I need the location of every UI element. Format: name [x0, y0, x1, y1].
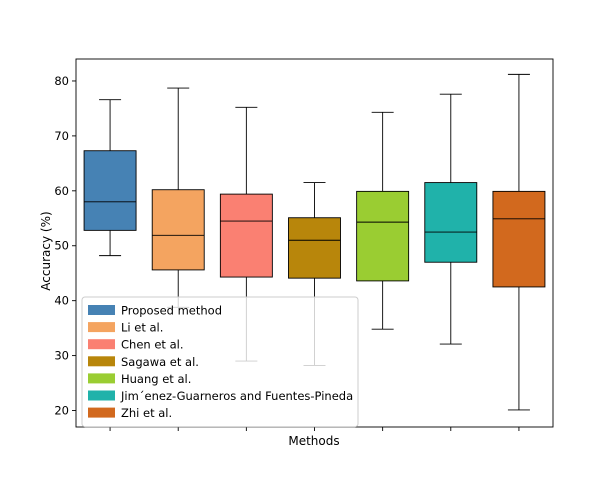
- legend-label: Sagawa et al.: [121, 355, 199, 369]
- box-group-4: [288, 182, 341, 366]
- y-tick-label: 70: [54, 129, 69, 143]
- boxes-layer: [83, 73, 546, 411]
- legend-swatch: [88, 305, 115, 315]
- legend-item-5: Huang et al.: [88, 372, 191, 386]
- box: [288, 217, 341, 279]
- legend-swatch: [88, 356, 115, 367]
- legend-swatch: [88, 322, 115, 333]
- x-axis-label: Methods: [288, 434, 339, 448]
- legend-item-6: Jim´enez-Guarneros and Fuentes-Pineda: [88, 389, 353, 403]
- legend-swatch: [88, 390, 115, 401]
- y-tick-label: 40: [54, 294, 69, 308]
- legend-label: Zhi et al.: [121, 406, 172, 420]
- legend-swatch: [88, 339, 115, 350]
- legend-item-1: Proposed method: [88, 304, 222, 318]
- y-axis-label: Accuracy (%): [39, 211, 53, 290]
- legend: Proposed method Li et al. Chen et al. Sagaw…: [81, 296, 359, 428]
- legend-label: Proposed method: [121, 304, 222, 318]
- legend-swatch: [88, 373, 115, 384]
- box: [424, 182, 478, 263]
- legend-item-3: Chen et al.: [88, 338, 183, 352]
- box: [219, 193, 273, 278]
- box: [83, 150, 137, 231]
- box: [492, 190, 546, 288]
- box-group-3: [219, 106, 273, 362]
- legend-item-7: Zhi et al.: [88, 406, 172, 420]
- y-tick-label: 60: [54, 184, 69, 198]
- box-group-6: [424, 93, 478, 345]
- box-group-1: [83, 99, 137, 257]
- box: [356, 190, 410, 282]
- legend-label: Li et al.: [121, 321, 163, 335]
- y-tick-label: 80: [54, 74, 69, 88]
- legend-label: Jim´enez-Guarneros and Fuentes-Pineda: [120, 389, 353, 403]
- legend-swatch: [88, 407, 115, 418]
- y-tick-label: 20: [54, 404, 69, 418]
- legend-frame: [81, 296, 359, 428]
- box-group-7: [492, 73, 546, 411]
- legend-label: Chen et al.: [121, 338, 183, 352]
- legend-item-4: Sagawa et al.: [88, 355, 199, 369]
- legend-label: Huang et al.: [121, 372, 191, 386]
- axes-layer: 20 30 40 50 60 70 80: [54, 58, 554, 431]
- y-tick-label: 50: [54, 239, 69, 253]
- box-group-2: [151, 87, 205, 308]
- box-group-5: [356, 111, 410, 330]
- legend-item-2: Li et al.: [88, 321, 163, 335]
- box: [151, 189, 205, 271]
- y-tick-label: 30: [54, 349, 69, 363]
